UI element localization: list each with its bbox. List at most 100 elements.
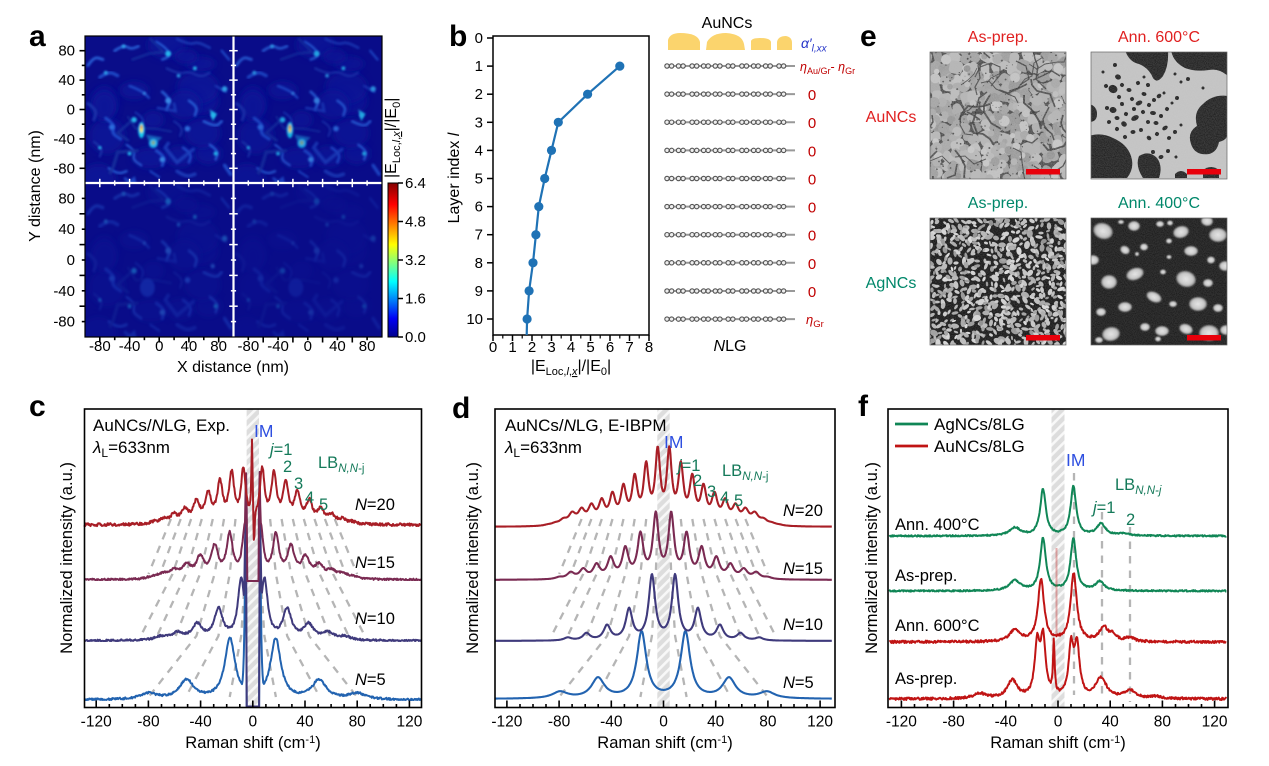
svg-text:-80: -80 — [942, 714, 965, 731]
svg-text:0: 0 — [475, 30, 483, 47]
svg-text:-80: -80 — [137, 714, 160, 731]
svg-text:80: 80 — [759, 714, 777, 731]
svg-text:-120: -120 — [886, 714, 917, 731]
svg-text:0: 0 — [489, 339, 497, 356]
svg-text:120: 120 — [1202, 714, 1228, 731]
svg-text:1: 1 — [475, 58, 483, 75]
svg-text:0: 0 — [67, 102, 75, 119]
svg-text:-120: -120 — [491, 714, 522, 731]
svg-text:Ann. 600°C: Ann. 600°C — [895, 617, 980, 635]
svg-text:AgNCs: AgNCs — [866, 275, 917, 292]
svg-text:0: 0 — [808, 115, 816, 132]
svg-text:40: 40 — [707, 714, 725, 731]
svg-text:AuNCs/NLG, Exp.: AuNCs/NLG, Exp. — [93, 416, 230, 435]
svg-text:As-prep.: As-prep. — [895, 670, 957, 688]
svg-text:d: d — [452, 392, 470, 425]
svg-text:2: 2 — [1126, 511, 1135, 529]
svg-text:Ann. 400°C: Ann. 400°C — [895, 516, 980, 534]
svg-text:5: 5 — [475, 171, 483, 188]
svg-text:Raman shift (cm-1): Raman shift (cm-1) — [597, 734, 732, 752]
svg-text:8: 8 — [645, 339, 653, 356]
svg-text:As-prep.: As-prep. — [968, 195, 1028, 212]
svg-text:0: 0 — [808, 200, 816, 217]
svg-text:0: 0 — [67, 252, 75, 269]
svg-text:4: 4 — [567, 339, 575, 356]
svg-text:2: 2 — [475, 86, 483, 103]
svg-text:4: 4 — [475, 142, 483, 159]
svg-text:N=20: N=20 — [355, 496, 395, 514]
svg-text:0: 0 — [808, 87, 816, 104]
svg-text:40: 40 — [1102, 714, 1120, 731]
svg-text:2: 2 — [528, 339, 536, 356]
svg-text:LBN,N-j: LBN,N-j — [1115, 476, 1162, 497]
svg-text:N=20: N=20 — [783, 502, 823, 520]
svg-text:2: 2 — [283, 458, 292, 476]
svg-text:8: 8 — [475, 255, 483, 272]
svg-text:-80: -80 — [238, 338, 260, 355]
svg-text:-40: -40 — [189, 714, 212, 731]
svg-text:-40: -40 — [53, 283, 75, 300]
svg-text:0: 0 — [808, 228, 816, 245]
svg-text:NLG: NLG — [714, 338, 747, 355]
svg-text:4: 4 — [720, 489, 729, 507]
svg-text:AuNCs/NLG, E-IBPM: AuNCs/NLG, E-IBPM — [505, 416, 667, 435]
svg-text:As-prep.: As-prep. — [968, 29, 1028, 46]
svg-text:5: 5 — [319, 496, 328, 514]
svg-text:10: 10 — [466, 311, 483, 328]
svg-text:AuNCs: AuNCs — [702, 15, 753, 32]
svg-text:N=10: N=10 — [355, 610, 395, 628]
svg-text:AgNCs/8LG: AgNCs/8LG — [934, 415, 1025, 434]
svg-text:80: 80 — [58, 190, 75, 207]
svg-text:j=1: j=1 — [268, 441, 292, 459]
svg-text:0: 0 — [808, 171, 816, 188]
svg-text:j=1: j=1 — [1091, 499, 1115, 517]
svg-text:0: 0 — [659, 714, 668, 731]
svg-text:Normalized intensity (a.u.): Normalized intensity (a.u.) — [58, 462, 76, 654]
svg-text:4.8: 4.8 — [405, 214, 426, 231]
svg-text:As-prep.: As-prep. — [895, 567, 957, 585]
svg-text:5: 5 — [586, 339, 594, 356]
svg-text:6: 6 — [475, 199, 483, 216]
svg-text:-40: -40 — [995, 714, 1018, 731]
svg-text:-40: -40 — [600, 714, 623, 731]
svg-text:-80: -80 — [53, 314, 75, 331]
svg-text:AuNCs/8LG: AuNCs/8LG — [934, 437, 1025, 456]
svg-text:120: 120 — [807, 714, 833, 731]
svg-text:f: f — [858, 390, 869, 423]
svg-text:λL=633nm: λL=633nm — [504, 438, 582, 460]
svg-text:N=5: N=5 — [783, 674, 814, 692]
svg-text:-40: -40 — [119, 338, 141, 355]
svg-text:80: 80 — [210, 338, 227, 355]
svg-text:4: 4 — [305, 489, 314, 507]
svg-text:40: 40 — [181, 338, 198, 355]
svg-text:40: 40 — [58, 221, 75, 238]
svg-text:|ELoc,l,x|/|E0|: |ELoc,l,x|/|E0| — [531, 358, 611, 378]
svg-text:0: 0 — [808, 256, 816, 273]
svg-text:IM: IM — [664, 432, 683, 452]
svg-text:λL=633nm: λL=633nm — [92, 438, 170, 460]
svg-text:3.2: 3.2 — [405, 252, 426, 269]
svg-text:Y distance (nm): Y distance (nm) — [27, 130, 44, 242]
svg-text:1: 1 — [508, 339, 516, 356]
svg-text:3: 3 — [547, 339, 555, 356]
svg-text:80: 80 — [349, 714, 367, 731]
svg-text:120: 120 — [396, 714, 422, 731]
svg-text:0: 0 — [808, 143, 816, 160]
svg-text:7: 7 — [625, 339, 633, 356]
svg-text:IM: IM — [254, 421, 273, 441]
svg-text:1.6: 1.6 — [405, 291, 426, 308]
svg-text:-120: -120 — [81, 714, 112, 731]
svg-text:Normalized intensity (a.u.): Normalized intensity (a.u.) — [464, 462, 482, 654]
svg-text:0: 0 — [808, 284, 816, 301]
svg-text:40: 40 — [296, 714, 314, 731]
svg-text:Normalized intensity (a.u.): Normalized intensity (a.u.) — [863, 462, 881, 654]
svg-text:-80: -80 — [53, 160, 75, 177]
svg-text:0: 0 — [1054, 714, 1063, 731]
svg-text:j=1: j=1 — [676, 457, 700, 475]
svg-text:Ann. 400°C: Ann. 400°C — [1118, 195, 1200, 212]
svg-text:-80: -80 — [89, 338, 111, 355]
svg-text:-40: -40 — [267, 338, 289, 355]
svg-text:IM: IM — [1066, 450, 1085, 470]
svg-text:0: 0 — [155, 338, 163, 355]
svg-text:3: 3 — [707, 483, 716, 501]
